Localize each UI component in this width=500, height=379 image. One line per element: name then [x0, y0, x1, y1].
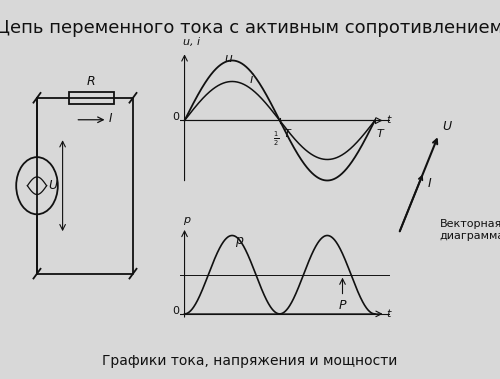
Text: Графики тока, напряжения и мощности: Графики тока, напряжения и мощности — [102, 354, 398, 368]
Text: I: I — [109, 112, 112, 125]
Text: T: T — [284, 130, 290, 139]
Text: P: P — [339, 299, 346, 312]
Text: p: p — [183, 215, 190, 225]
Text: U: U — [48, 179, 58, 192]
Text: Векторная
диаграмма: Векторная диаграмма — [440, 219, 500, 241]
Text: i: i — [249, 73, 252, 86]
Text: u, i: u, i — [183, 37, 200, 47]
Text: u: u — [224, 52, 232, 65]
Text: 0: 0 — [172, 113, 179, 122]
FancyBboxPatch shape — [69, 92, 114, 104]
Text: t: t — [386, 309, 390, 319]
Text: 0: 0 — [172, 307, 179, 316]
Text: p: p — [235, 234, 243, 247]
Text: I: I — [428, 177, 431, 190]
Text: t: t — [386, 116, 390, 125]
Text: $\frac{1}{2}$: $\frac{1}{2}$ — [273, 130, 279, 148]
Text: T: T — [376, 130, 383, 139]
Text: Цепь переменного тока с активным сопротивлением: Цепь переменного тока с активным сопроти… — [0, 19, 500, 37]
Text: U: U — [442, 120, 452, 133]
Text: R: R — [87, 75, 96, 88]
